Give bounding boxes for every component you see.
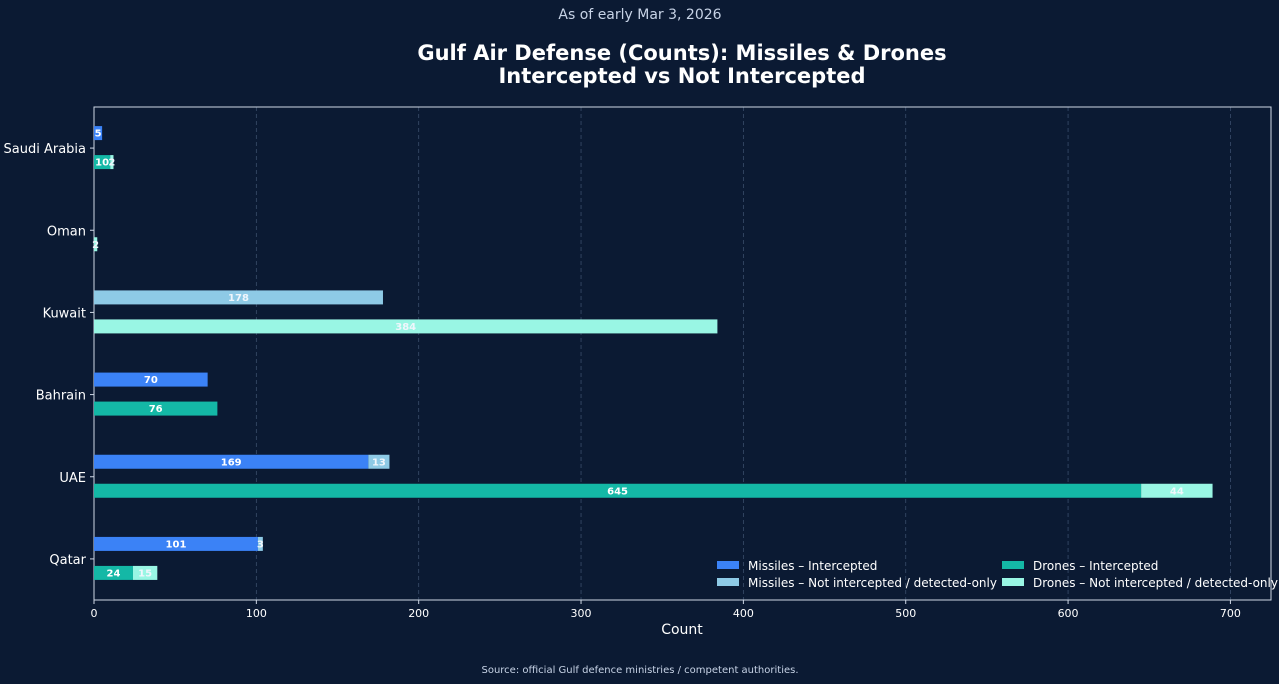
legend-label: Missiles – Intercepted xyxy=(748,559,877,573)
bar-drones-not-intercepted xyxy=(1141,483,1213,498)
legend-label: Drones – Not intercepted / detected-only xyxy=(1033,576,1278,590)
bar-missiles-intercepted-label: 70 xyxy=(144,375,158,386)
bar-missiles-not-intercepted xyxy=(257,536,263,551)
bar-drones-intercepted-label: 24 xyxy=(107,568,121,579)
category-label: Bahrain xyxy=(36,389,86,404)
bar-missiles-intercepted xyxy=(94,536,258,551)
category-label: Kuwait xyxy=(43,306,86,321)
legend-label: Missiles – Not intercepted / detected-on… xyxy=(748,576,997,590)
category-label: UAE xyxy=(59,471,86,486)
x-tick-label: 300 xyxy=(571,607,592,620)
bar-drones-intercepted-label: 645 xyxy=(607,486,628,497)
bar-missiles-intercepted xyxy=(94,372,208,387)
x-axis-label: Count xyxy=(661,622,703,638)
bar-drones-intercepted xyxy=(94,401,218,416)
x-tick-label: 0 xyxy=(91,607,98,620)
x-tick-label: 200 xyxy=(408,607,429,620)
x-tick-label: 100 xyxy=(246,607,267,620)
bar-drones-not-intercepted-label: 2 xyxy=(92,240,99,251)
bar-drones-not-intercepted-label: 384 xyxy=(395,322,416,333)
bar-drones-not-intercepted-label: 15 xyxy=(138,568,152,579)
bar-missiles-intercepted-label: 169 xyxy=(221,457,242,468)
bar-missiles-not-intercepted-label: 3 xyxy=(257,539,264,550)
bar-missiles-not-intercepted xyxy=(368,454,390,469)
legend-swatch xyxy=(1002,561,1024,569)
source-note: Source: official Gulf defence ministries… xyxy=(481,665,798,676)
bar-drones-not-intercepted-label: 2 xyxy=(108,158,115,169)
legend-label: Drones – Intercepted xyxy=(1033,559,1158,573)
bar-drones-intercepted-label: 76 xyxy=(149,404,163,415)
bar-drones-not-intercepted xyxy=(110,155,114,170)
bar-missiles-not-intercepted xyxy=(94,290,383,305)
legend-swatch xyxy=(1002,578,1024,586)
bar-drones-not-intercepted xyxy=(94,319,718,334)
bar-drones-not-intercepted-label: 44 xyxy=(1170,486,1184,497)
bar-missiles-intercepted xyxy=(94,454,369,469)
bar-drones-intercepted xyxy=(94,155,111,170)
bar-drones-intercepted-label: 10 xyxy=(95,158,109,169)
bar-missiles-not-intercepted-label: 178 xyxy=(228,293,249,304)
bar-missiles-intercepted xyxy=(94,126,103,141)
chart-title-line2: Intercepted vs Not Intercepted xyxy=(498,64,865,88)
x-tick-label: 500 xyxy=(895,607,916,620)
chart-subtitle: As of early Mar 3, 2026 xyxy=(558,7,721,23)
plot-frame xyxy=(93,106,1272,601)
bar-missiles-intercepted-label: 101 xyxy=(166,539,187,550)
legend-swatch xyxy=(717,561,739,569)
bar-missiles-intercepted-label: 5 xyxy=(95,129,102,140)
category-label: Saudi Arabia xyxy=(4,142,87,157)
bar-drones-not-intercepted xyxy=(132,565,158,580)
bar-drones-intercepted xyxy=(94,483,1142,498)
bar-missiles-not-intercepted-label: 13 xyxy=(372,457,386,468)
bar-drones-intercepted xyxy=(94,565,133,580)
x-tick-label: 600 xyxy=(1058,607,1079,620)
category-label: Oman xyxy=(47,224,86,239)
legend-swatch xyxy=(717,578,739,586)
bar-drones-not-intercepted xyxy=(94,237,98,252)
chart-title-line1: Gulf Air Defense (Counts): Missiles & Dr… xyxy=(417,41,946,65)
category-label: Qatar xyxy=(49,553,86,568)
x-tick-label: 400 xyxy=(733,607,754,620)
x-tick-label: 700 xyxy=(1220,607,1241,620)
